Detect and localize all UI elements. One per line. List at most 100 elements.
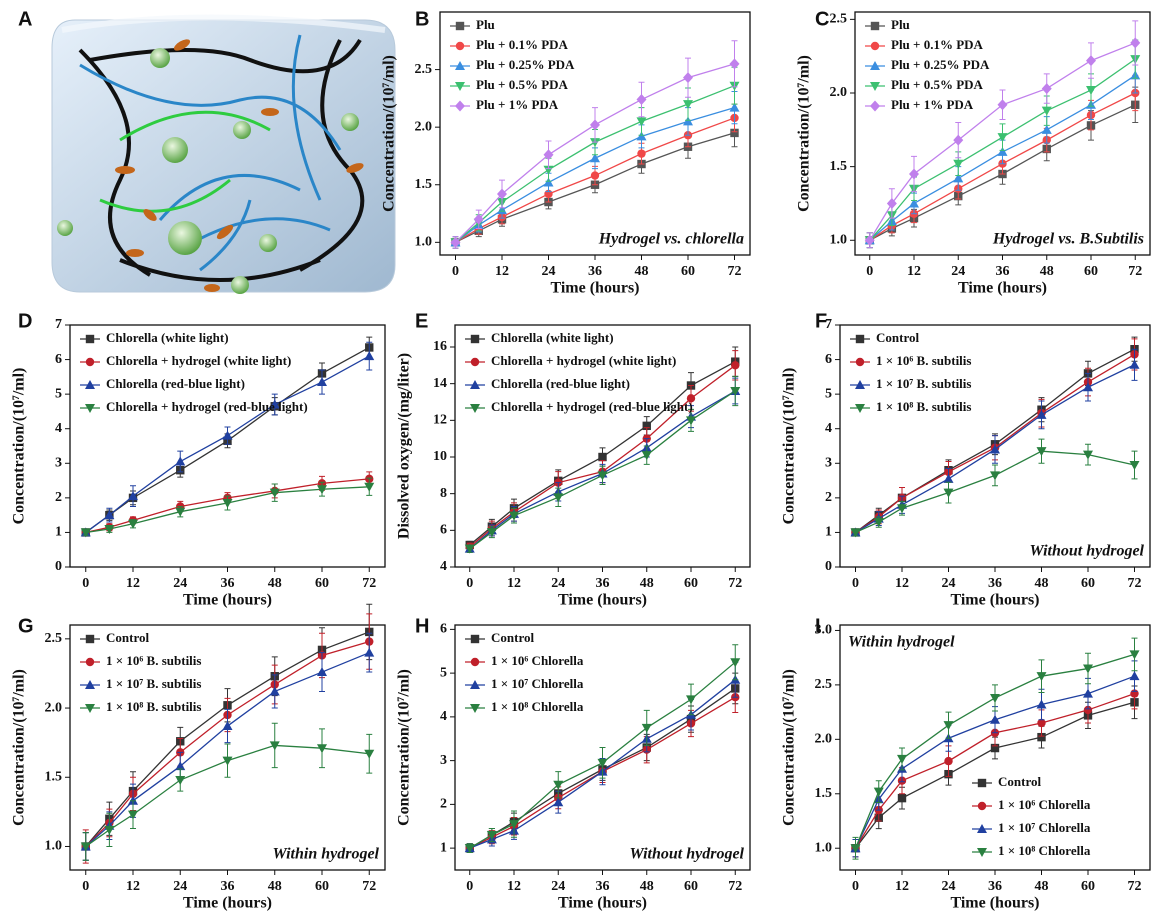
chlorella	[162, 137, 188, 163]
series-line	[469, 390, 736, 550]
legend-marker	[855, 357, 865, 367]
chlorella	[233, 121, 251, 139]
data-point	[486, 528, 497, 538]
data-point	[128, 491, 138, 501]
x-tick-label: 36	[221, 576, 235, 591]
x-tick-label: 24	[173, 879, 187, 894]
data-point	[1036, 699, 1047, 709]
bacterium	[261, 108, 279, 116]
data-point	[897, 504, 907, 514]
x-axis-label: Time (hours)	[183, 895, 272, 912]
data-point	[364, 647, 375, 657]
data-point	[597, 471, 608, 481]
legend-label: 1 × 10⁶ Chlorella	[998, 797, 1091, 812]
data-point	[886, 197, 897, 209]
y-tick-label: 8	[440, 486, 447, 501]
x-tick-label: 72	[1128, 576, 1142, 591]
y-tick-label: 5	[440, 665, 447, 680]
bacterium	[126, 249, 144, 257]
polymer-chain	[78, 38, 365, 282]
legend-marker	[455, 100, 465, 112]
pda-chain	[99, 110, 271, 213]
series-line	[85, 640, 370, 847]
data-point	[909, 198, 919, 208]
x-tick-label: 24	[942, 879, 956, 894]
panel-label: C	[815, 8, 829, 30]
data-point	[850, 528, 861, 538]
legend-label: 1 × 10⁷ B. subtilis	[876, 376, 971, 391]
x-tick-label: 48	[1035, 576, 1049, 591]
legend-marker	[870, 61, 880, 70]
x-tick-label: 48	[640, 879, 654, 894]
annotation: Within hydrogel	[272, 846, 379, 863]
legend-label: Plu + 0.1% PDA	[476, 37, 569, 52]
legend-label: Chlorella (red-blue light)	[491, 376, 630, 391]
y-axis-label: Concentration/(10⁷/ml)	[396, 669, 413, 826]
x-tick-label: 60	[1081, 576, 1095, 591]
y-axis-label: Concentration/(10⁷/ml)	[11, 368, 28, 525]
pda-chain	[79, 34, 342, 272]
panel-label: I	[815, 615, 821, 637]
y-tick-label: 2	[825, 490, 832, 505]
data-point	[1083, 705, 1093, 715]
series-line	[869, 58, 1136, 241]
x-tick-label: 72	[728, 264, 742, 279]
data-point	[104, 524, 115, 534]
y-tick-label: 3	[440, 753, 447, 768]
series-line	[869, 74, 1136, 241]
legend-label: Plu + 0.5% PDA	[476, 77, 569, 92]
legend-label: Chlorella + hydrogel (red-blue light)	[106, 399, 308, 414]
data-point	[953, 134, 964, 146]
panel-label: B	[415, 8, 429, 30]
data-point	[730, 128, 739, 138]
y-tick-label: 3	[825, 456, 832, 471]
data-point	[364, 351, 375, 361]
data-point	[897, 754, 907, 764]
y-tick-label: 2	[55, 490, 62, 505]
y-tick-label: 1.5	[830, 159, 848, 174]
legend-label: Plu + 0.1% PDA	[891, 37, 984, 52]
y-tick-label: 16	[433, 339, 447, 354]
x-tick-label: 72	[1128, 879, 1142, 894]
data-point	[269, 399, 280, 409]
panel-label: D	[18, 310, 32, 332]
y-tick-label: 6	[440, 523, 447, 538]
series-line	[455, 106, 735, 243]
y-tick-label: 7	[55, 317, 62, 332]
data-point	[1083, 664, 1093, 674]
data-point	[1036, 409, 1047, 419]
x-tick-label: 48	[635, 264, 649, 279]
data-point	[497, 188, 507, 200]
data-point	[636, 131, 647, 141]
x-tick-label: 24	[551, 879, 565, 894]
y-tick-label: 2.5	[415, 62, 433, 77]
annotation: Within hydrogel	[848, 634, 955, 651]
data-point	[553, 780, 564, 790]
data-point	[473, 213, 484, 225]
legend-marker	[85, 680, 95, 689]
legend-marker	[470, 404, 480, 413]
data-point	[80, 842, 91, 852]
data-point	[464, 544, 475, 554]
data-point	[897, 793, 907, 803]
x-tick-label: 60	[1084, 264, 1098, 279]
data-point	[450, 236, 461, 248]
y-tick-label: 2	[440, 797, 447, 812]
x-tick-label: 24	[942, 576, 956, 591]
legend-marker	[855, 404, 865, 413]
x-tick-label: 0	[866, 264, 873, 279]
x-tick-label: 0	[82, 879, 89, 894]
x-tick-label: 36	[588, 264, 602, 279]
x-tick-label: 0	[452, 264, 459, 279]
legend-label: Chlorella (red-blue light)	[106, 376, 245, 391]
data-point	[1130, 37, 1141, 49]
data-point	[175, 456, 186, 466]
x-axis-label: Time (hours)	[558, 895, 647, 912]
x-tick-label: 60	[1081, 879, 1095, 894]
x-tick-label: 60	[315, 879, 329, 894]
data-point	[943, 488, 954, 498]
x-axis-label: Time (hours)	[958, 280, 1047, 297]
data-point	[1041, 83, 1052, 95]
data-point	[486, 831, 497, 840]
series-line	[469, 679, 736, 849]
